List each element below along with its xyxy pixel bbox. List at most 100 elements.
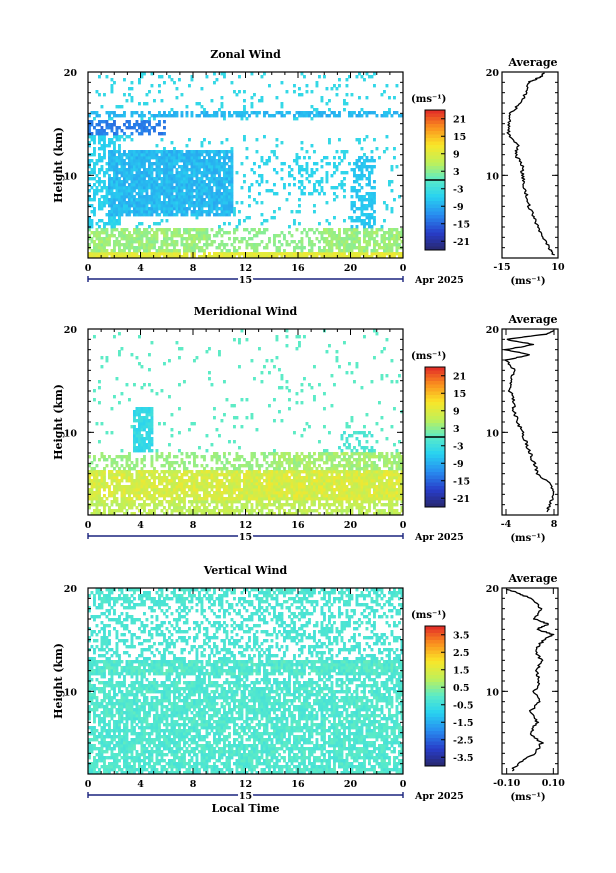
heatmap-cell bbox=[125, 204, 129, 208]
heatmap-cell bbox=[213, 470, 216, 474]
heatmap-cell bbox=[265, 180, 269, 184]
heatmap-cell bbox=[323, 231, 326, 235]
heatmap-cell bbox=[128, 126, 131, 130]
heatmap-cell bbox=[218, 213, 221, 217]
heatmap-cell bbox=[123, 512, 126, 516]
heatmap-cell bbox=[128, 488, 131, 492]
heatmap-cell bbox=[118, 246, 121, 250]
heatmap-cell bbox=[200, 165, 204, 169]
heatmap-cell bbox=[323, 228, 326, 232]
heatmap-cell bbox=[310, 168, 314, 172]
heatmap-cell bbox=[95, 234, 99, 238]
heatmap-cell bbox=[110, 491, 114, 495]
heatmap-cell bbox=[90, 479, 94, 483]
heatmap-cell bbox=[335, 470, 339, 474]
heatmap-cell bbox=[235, 93, 239, 97]
heatmap-cell bbox=[125, 201, 129, 205]
heatmap-cell bbox=[193, 201, 196, 205]
heatmap-cell bbox=[225, 168, 229, 172]
heatmap-cell bbox=[355, 234, 359, 238]
heatmap-cell bbox=[343, 171, 346, 175]
colorbar-segment bbox=[425, 183, 445, 188]
heatmap-cell bbox=[140, 365, 144, 369]
heatmap-cell bbox=[308, 228, 311, 232]
heatmap-cell bbox=[383, 111, 386, 115]
heatmap-cell bbox=[205, 509, 209, 513]
heatmap-cell bbox=[168, 500, 171, 504]
heatmap-cell bbox=[295, 488, 299, 492]
heatmap-cell bbox=[400, 234, 404, 238]
heatmap-cell bbox=[218, 497, 221, 501]
heatmap-cell bbox=[158, 186, 161, 190]
heatmap-cell bbox=[243, 90, 246, 94]
heatmap-cell bbox=[325, 503, 329, 507]
heatmap-cell bbox=[220, 240, 224, 244]
heatmap-cell bbox=[293, 246, 296, 250]
heatmap-cell bbox=[215, 470, 219, 474]
heatmap-cell bbox=[118, 189, 121, 193]
heatmap-cell bbox=[340, 434, 344, 438]
heatmap-cell bbox=[358, 141, 361, 145]
heatmap-cell bbox=[320, 482, 324, 486]
heatmap-cell bbox=[155, 491, 159, 495]
heatmap-cell bbox=[338, 255, 341, 259]
heatmap-cell bbox=[370, 255, 374, 259]
heatmap-cell bbox=[118, 153, 121, 157]
heatmap-cell bbox=[260, 99, 264, 103]
heatmap-cell bbox=[128, 479, 131, 483]
heatmap-cell bbox=[95, 231, 99, 235]
heatmap-cell bbox=[313, 395, 316, 399]
heatmap-cell bbox=[190, 114, 194, 118]
heatmap-cell bbox=[350, 252, 354, 256]
heatmap-cell bbox=[218, 186, 221, 190]
heatmap-cell bbox=[148, 243, 151, 247]
heatmap-cell bbox=[255, 111, 259, 115]
heatmap-cell bbox=[198, 183, 201, 187]
heatmap-cell bbox=[363, 219, 366, 223]
heatmap-cell bbox=[125, 243, 129, 247]
heatmap-cell bbox=[160, 183, 164, 187]
heatmap-cell bbox=[273, 168, 276, 172]
heatmap-cell bbox=[288, 509, 291, 513]
heatmap-cell bbox=[153, 126, 156, 130]
heatmap-cell bbox=[245, 509, 249, 513]
heatmap-cell bbox=[198, 102, 201, 106]
heatmap-cell bbox=[150, 189, 154, 193]
heatmap-cell bbox=[380, 252, 384, 256]
heatmap-cell bbox=[148, 449, 151, 453]
heatmap-cell bbox=[108, 180, 111, 184]
heatmap-cell bbox=[275, 491, 279, 495]
heatmap-cell bbox=[103, 150, 106, 154]
heatmap-cell bbox=[318, 470, 321, 474]
heatmap-cell bbox=[185, 156, 189, 160]
heatmap-cell bbox=[108, 117, 111, 121]
colorbar-segment bbox=[425, 124, 445, 128]
heatmap-cell bbox=[153, 479, 156, 483]
heatmap-cell bbox=[130, 150, 134, 154]
heatmap-cell bbox=[140, 222, 144, 226]
heatmap-cell bbox=[358, 464, 361, 468]
heatmap-cell bbox=[215, 114, 219, 118]
heatmap-cell bbox=[168, 198, 171, 202]
heatmap-cell bbox=[113, 141, 116, 145]
heatmap-cell bbox=[173, 482, 176, 486]
heatmap-cell bbox=[390, 249, 394, 253]
heatmap-cell bbox=[120, 168, 124, 172]
heatmap-cell bbox=[118, 353, 121, 357]
heatmap-cell bbox=[365, 165, 369, 169]
heatmap-cell bbox=[393, 240, 396, 244]
heatmap-cell bbox=[268, 404, 271, 408]
heatmap-cell bbox=[260, 96, 264, 100]
heatmap-cell bbox=[150, 153, 154, 157]
heatmap-cell bbox=[145, 183, 149, 187]
heatmap-cell bbox=[93, 476, 96, 480]
heatmap-cell bbox=[330, 87, 334, 91]
heatmap-cell bbox=[140, 195, 144, 199]
heatmap-cell bbox=[140, 416, 144, 420]
heatmap-cell bbox=[88, 141, 91, 145]
heatmap-cell bbox=[170, 153, 174, 157]
heatmap-cell bbox=[248, 186, 251, 190]
heatmap-cell bbox=[130, 174, 134, 178]
heatmap-cell bbox=[273, 500, 276, 504]
heatmap-cell bbox=[290, 503, 294, 507]
